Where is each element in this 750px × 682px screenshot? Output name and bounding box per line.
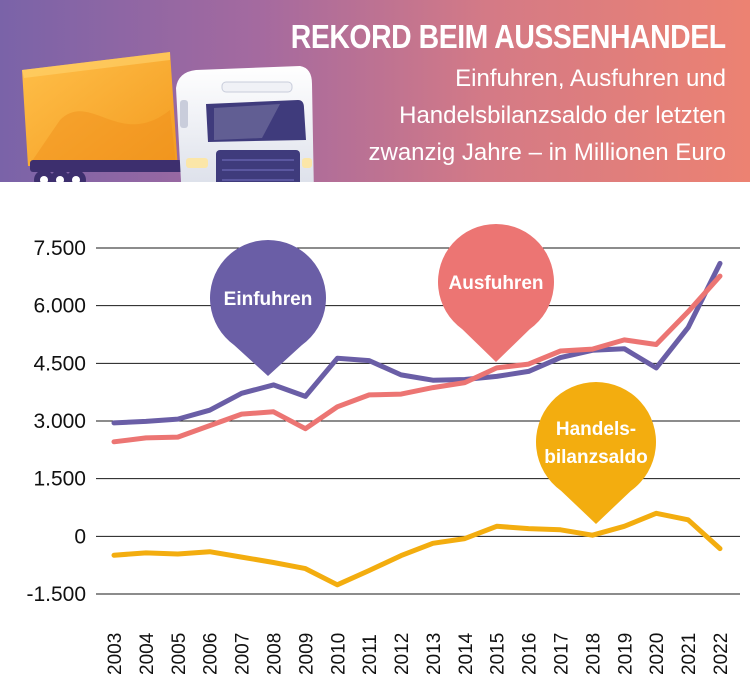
x-tick-label: 2019 xyxy=(615,633,636,675)
x-tick-label: 2016 xyxy=(520,633,541,675)
y-tick-label: 6.000 xyxy=(33,295,86,318)
y-tick-label: 7.500 xyxy=(33,237,86,260)
x-tick-label: 2004 xyxy=(137,632,158,675)
x-tick-label: 2003 xyxy=(105,633,126,675)
x-tick-label: 2010 xyxy=(328,633,349,675)
annotation-label: Handels- xyxy=(556,419,636,440)
series-line-einfuhren xyxy=(111,260,723,426)
y-tick-label: 0 xyxy=(74,525,86,548)
x-tick-label: 2013 xyxy=(424,633,445,675)
annotation-label: bilanzsaldo xyxy=(544,447,647,468)
x-tick-label: 2005 xyxy=(169,633,190,675)
x-tick-label: 2008 xyxy=(264,633,285,675)
annotation-pin-ausfuhren: Ausfuhren xyxy=(437,224,554,362)
page-title: REKORD BEIM AUSSENHANDEL xyxy=(291,18,726,55)
annotation-label: Ausfuhren xyxy=(449,273,544,294)
x-tick-label: 2014 xyxy=(456,632,477,675)
annotation-pin-handelsbilanzsaldo: Handels-bilanzsaldo xyxy=(536,382,657,524)
annotation-pin-einfuhren: Einfuhren xyxy=(210,239,327,376)
series-line-handelsbilanzsaldo xyxy=(111,510,723,588)
series-line-ausfuhren xyxy=(111,273,723,445)
x-tick-label: 2018 xyxy=(583,633,604,675)
y-tick-label: 3.000 xyxy=(33,410,86,433)
truck-icon xyxy=(22,52,314,182)
x-tick-label: 2021 xyxy=(679,633,700,675)
x-tick-label: 2006 xyxy=(201,633,222,675)
pin-shape xyxy=(437,224,554,362)
y-tick-label: -1.500 xyxy=(26,583,86,606)
x-tick-label: 2011 xyxy=(360,634,381,675)
x-tick-label: 2009 xyxy=(296,633,317,675)
y-tick-label: 4.500 xyxy=(33,352,86,375)
x-tick-label: 2015 xyxy=(488,633,509,675)
x-tick-label: 2007 xyxy=(233,633,254,675)
x-tick-label: 2012 xyxy=(392,633,413,675)
y-tick-label: 1.500 xyxy=(33,468,86,491)
pin-shape xyxy=(210,239,327,376)
annotation-label: Einfuhren xyxy=(224,289,313,310)
page-subtitle: Einfuhren, Ausfuhren und Handelsbilanzsa… xyxy=(368,65,726,166)
x-tick-label: 2020 xyxy=(647,633,668,675)
x-tick-label: 2022 xyxy=(711,633,732,675)
header-banner: REKORD BEIM AUSSENHANDEL Einfuhren, Ausf… xyxy=(0,0,750,182)
pin-shape xyxy=(536,382,657,524)
x-tick-label: 2017 xyxy=(552,633,573,675)
